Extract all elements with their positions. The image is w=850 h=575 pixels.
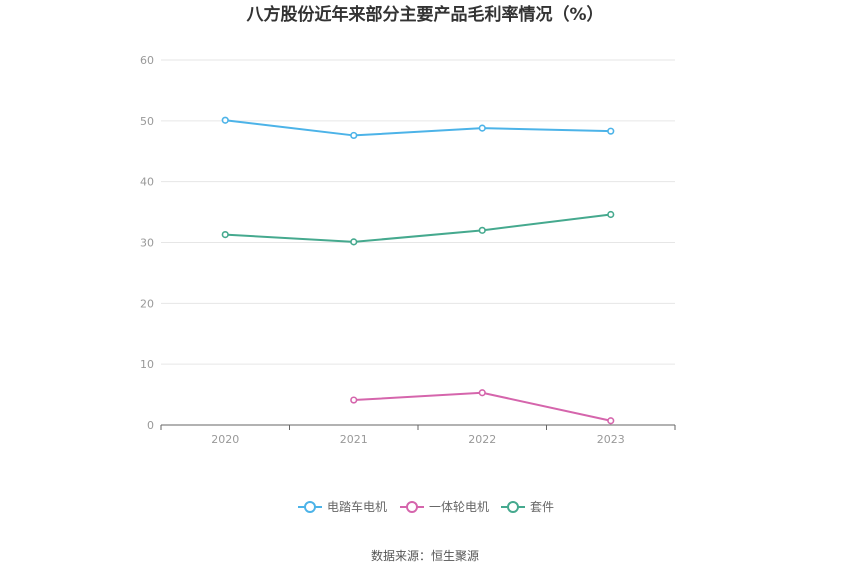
y-tick-label: 10 — [140, 358, 154, 371]
grid — [161, 59, 675, 365]
data-point[interactable] — [607, 210, 615, 219]
series-line — [353, 391, 611, 422]
legend-label: 一体轮电机 — [429, 500, 489, 514]
data-point[interactable] — [607, 417, 615, 425]
y-tick-label: 50 — [140, 115, 154, 128]
legend-item[interactable]: 一体轮电机 — [400, 500, 489, 514]
y-tick-label: 30 — [140, 237, 154, 250]
y-tick-label: 20 — [140, 297, 154, 310]
series-0 — [221, 116, 615, 140]
data-point[interactable] — [350, 131, 358, 140]
series-1 — [350, 389, 615, 425]
legend-marker-icon — [304, 501, 316, 513]
x-tick-label: 2020 — [211, 433, 239, 446]
data-point[interactable] — [221, 116, 229, 124]
legend-label: 套件 — [530, 500, 554, 514]
data-point[interactable] — [478, 226, 486, 234]
x-tick-label: 2023 — [597, 433, 625, 446]
x-tick-label: 2021 — [340, 433, 368, 446]
legend-item[interactable]: 套件 — [501, 500, 554, 514]
legend[interactable]: 电踏车电机 一体轮电机 套件 — [298, 499, 554, 514]
x-tick-label: 2022 — [468, 433, 496, 446]
data-point[interactable] — [350, 238, 358, 246]
series-line — [225, 213, 611, 243]
y-tick-label: 40 — [140, 176, 154, 189]
series-line — [225, 119, 611, 137]
chart-title: 八方股份近年来部分主要产品毛利率情况（%） — [246, 4, 603, 25]
data-point[interactable] — [350, 396, 358, 404]
legend-marker-icon — [507, 501, 519, 513]
legend-item[interactable]: 电踏车电机 — [298, 499, 387, 514]
y-tick-label: 60 — [140, 54, 154, 67]
axes: 0 10 20 30 40 50 60 2020 2021 2022 2023 — [140, 54, 676, 446]
legend-marker-icon — [406, 501, 418, 513]
legend-label: 电踏车电机 — [327, 499, 387, 514]
data-point[interactable] — [607, 127, 615, 135]
data-point[interactable] — [478, 389, 486, 397]
data-point[interactable] — [478, 124, 486, 132]
y-tick-label: 0 — [147, 419, 154, 432]
data-point[interactable] — [221, 230, 229, 239]
series-layer — [221, 116, 615, 425]
series-2 — [221, 210, 615, 246]
source-label: 数据来源：恒生聚源 — [371, 548, 479, 563]
